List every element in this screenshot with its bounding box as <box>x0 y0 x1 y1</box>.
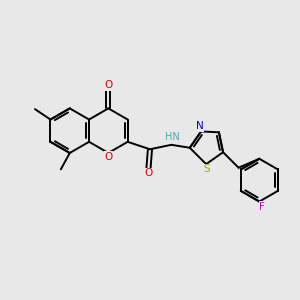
Text: F: F <box>260 202 265 212</box>
Text: O: O <box>104 80 112 90</box>
Text: HN: HN <box>166 132 180 142</box>
Text: S: S <box>203 164 210 174</box>
Text: O: O <box>104 152 112 162</box>
Text: O: O <box>144 168 153 178</box>
Text: N: N <box>196 122 203 131</box>
